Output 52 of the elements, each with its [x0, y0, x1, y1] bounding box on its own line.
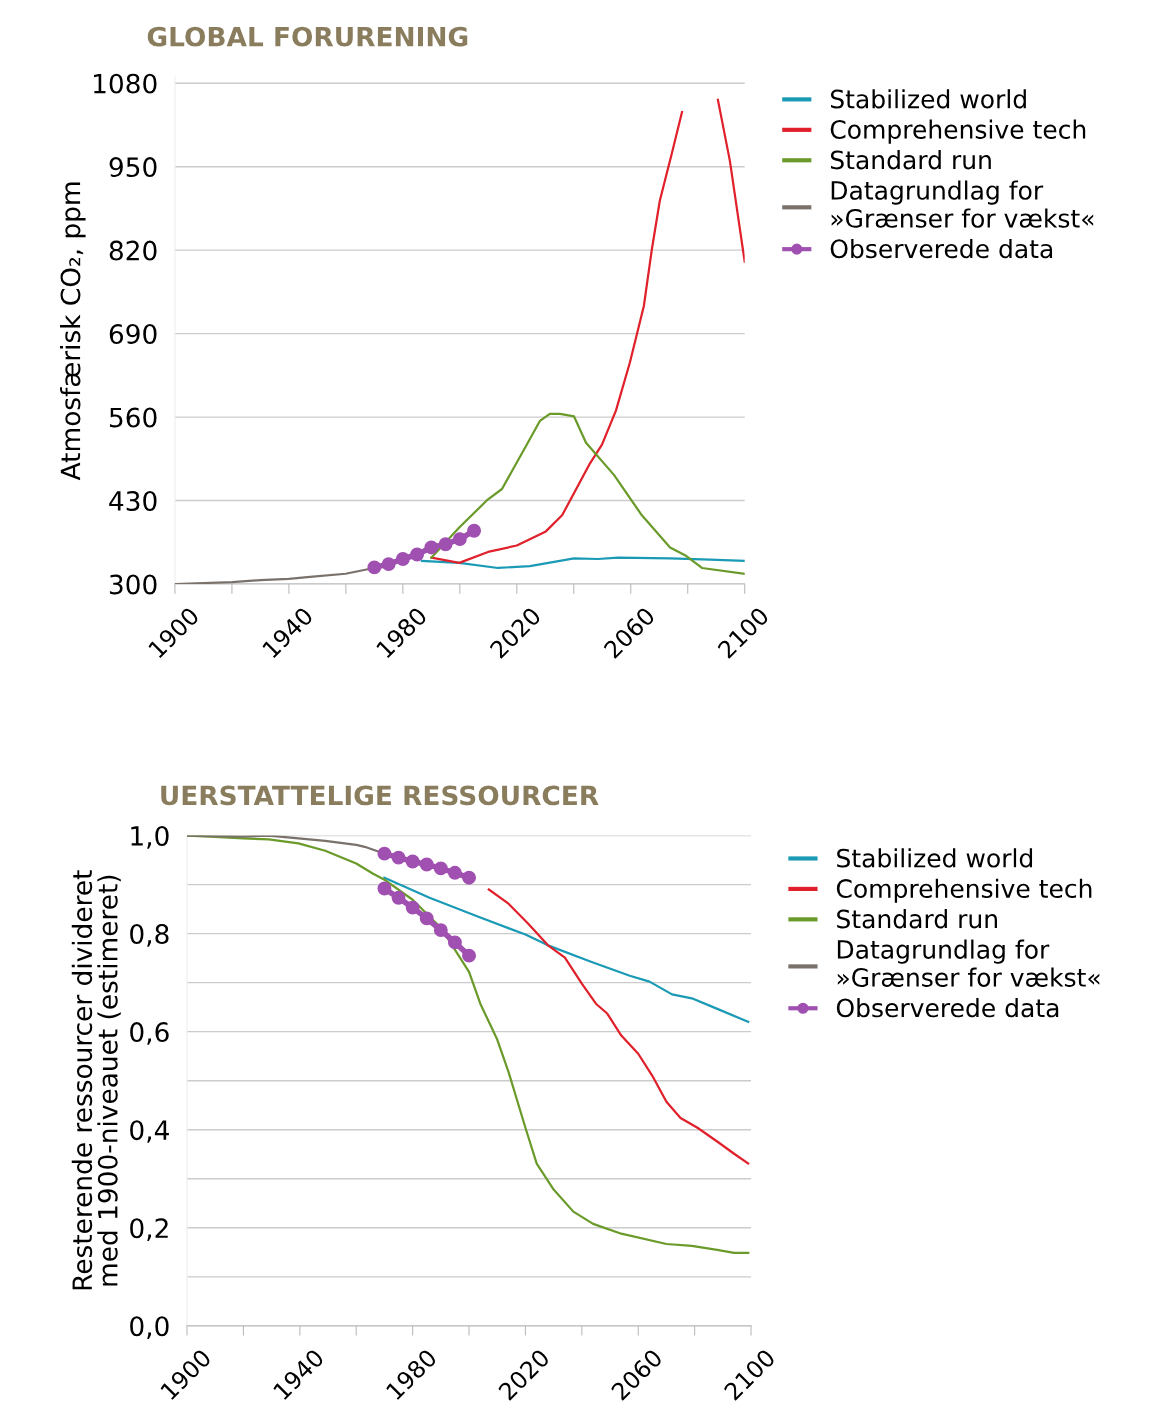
point	[462, 948, 476, 963]
point	[447, 935, 462, 950]
point	[377, 881, 392, 896]
y-tick-label: 300	[109, 574, 157, 595]
y-tick-label: 0,0	[130, 1316, 169, 1339]
point	[410, 547, 425, 562]
y-tick-label: 950	[109, 157, 157, 178]
y-tick-label: 690	[109, 324, 157, 345]
point	[462, 870, 476, 885]
point	[433, 923, 448, 938]
point	[467, 523, 482, 538]
point	[419, 911, 434, 926]
legend-label: Datagrundlag for »Grænser for vækst«	[837, 939, 1100, 987]
point	[381, 557, 396, 572]
point	[419, 857, 434, 872]
chart-title: UERSTATTELIGE RESSOURCER	[161, 785, 599, 806]
y-tick-label: 1080	[94, 73, 157, 94]
y-tick-label: 0,6	[130, 1022, 169, 1045]
point	[447, 865, 462, 880]
point	[433, 861, 448, 876]
point	[438, 537, 453, 552]
point	[405, 854, 420, 869]
point	[452, 532, 467, 547]
y-axis-title: Resterende ressourcer divideret med 1900-niveauet (estimeret)	[71, 870, 121, 1290]
chart-title: GLOBAL FORURENING	[147, 26, 468, 47]
legend-label: Datagrundlag for »Grænser for vækst«	[831, 180, 1094, 228]
legend-label: Comprehensive tech	[830, 119, 1086, 144]
y-tick-label: 560	[109, 407, 157, 428]
y-axis-title: Atmosfærisk CO₂, ppm	[60, 182, 86, 481]
line-series	[487, 888, 750, 1165]
point	[395, 552, 410, 566]
y-tick-label: 0,8	[130, 924, 169, 947]
point	[424, 540, 439, 555]
legend-label: Comprehensive tech	[836, 878, 1092, 903]
point	[405, 900, 420, 915]
point	[391, 850, 406, 865]
legend-label: Stabilized world	[837, 848, 1033, 868]
line-series	[430, 412, 745, 575]
line-series	[383, 876, 750, 1023]
point	[377, 846, 392, 861]
legend-label: Observerede data	[830, 238, 1053, 259]
legend-label: Observerede data	[836, 998, 1059, 1018]
y-tick-label: 820	[109, 240, 157, 261]
y-tick-label: 0,4	[130, 1120, 169, 1143]
point	[367, 560, 382, 575]
y-tick-label: 430	[109, 491, 157, 511]
legend-label: Stabilized world	[830, 89, 1026, 109]
legend-label: Standard run	[830, 150, 991, 170]
y-tick-label: 0,2	[130, 1218, 168, 1241]
point	[391, 890, 406, 905]
legend-label: Standard run	[837, 909, 997, 929]
y-tick-label: 1,0	[131, 825, 169, 849]
